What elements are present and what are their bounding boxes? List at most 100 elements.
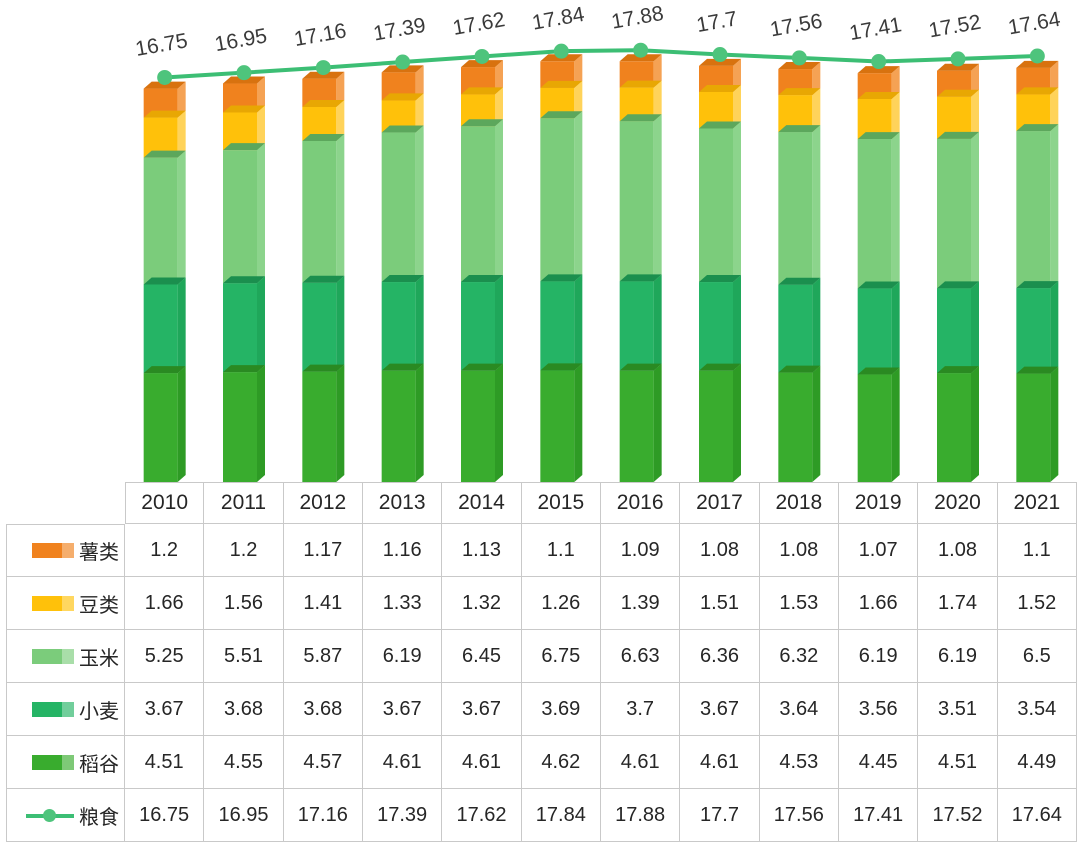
bar-segment-top [857, 91, 900, 99]
data-table: 2010 2011 2012 2013 2014 2015 2016 2017 2018 2019… [6, 482, 1077, 842]
value-cell: 3.7 [601, 683, 681, 736]
series-legend-cell: 稻谷 [6, 736, 125, 789]
bar-segment-side [653, 80, 662, 122]
bar-segment-top [778, 365, 821, 373]
bar-group [937, 63, 979, 482]
bar-segment-side [495, 87, 503, 127]
value-cell: 1.56 [204, 577, 284, 630]
bar-segment-side [653, 274, 662, 371]
value-cell: 6.19 [363, 630, 443, 683]
bar-segment-side [177, 81, 186, 118]
bar-segment-front [540, 281, 575, 371]
bar-group [778, 62, 821, 482]
bar-segment-top [223, 365, 265, 373]
bar-group [857, 66, 900, 482]
bar-group [381, 65, 424, 482]
value-cell: 1.08 [759, 524, 839, 577]
bar-segment-top [461, 275, 503, 283]
series-name-label: 豆类 [79, 594, 119, 617]
bar-segment-side [891, 132, 900, 289]
bar-segment-side [495, 275, 503, 371]
bar-segment-side [415, 275, 424, 371]
bar-segment-top [778, 62, 821, 70]
bar-segment-side [336, 364, 345, 482]
bar-segment-top [699, 58, 741, 66]
value-cell: 4.49 [997, 736, 1077, 789]
bar-segment-top [302, 275, 345, 283]
bar-segment-top [143, 366, 186, 374]
bar-segment-side [257, 105, 265, 151]
bar-segment-front [937, 96, 971, 139]
bar-segment-top [381, 363, 424, 371]
bar-segment-side [891, 367, 900, 482]
value-cell: 5.25 [125, 630, 205, 683]
series-color-swatch [32, 754, 74, 770]
bar-segment-side [336, 275, 345, 372]
bar-segment-side [495, 363, 503, 482]
value-cell: 1.17 [283, 524, 363, 577]
value-cell: 17.39 [363, 789, 443, 842]
bar-segment-front [619, 281, 654, 371]
value-cell: 17.16 [283, 789, 363, 842]
bar-segment-top [1016, 366, 1059, 374]
year-header-cell: 2014 [442, 482, 522, 524]
line-data-label: 16.95 [213, 24, 269, 56]
bar-segment-side [415, 65, 424, 101]
bar-segment-front [1016, 131, 1051, 289]
line-data-label: 17.41 [848, 13, 904, 45]
value-cell: 1.66 [125, 577, 205, 630]
value-cell: 5.51 [204, 630, 284, 683]
value-cell: 3.67 [680, 683, 760, 736]
value-cell: 6.36 [680, 630, 760, 683]
bar-segment-side [971, 63, 979, 97]
bar-segment-side [971, 89, 979, 139]
bar-segment-top [302, 99, 345, 107]
value-cell: 1.08 [918, 524, 998, 577]
value-cell: 6.19 [839, 630, 919, 683]
value-cell: 1.1 [521, 524, 601, 577]
bar-segment-side [177, 277, 186, 374]
bar-segment-front [461, 126, 495, 283]
bar-segment-front [223, 283, 257, 373]
bar-segment-side [971, 281, 979, 374]
bar-segment-top [381, 275, 424, 283]
bar-segment-side [336, 99, 345, 142]
bar-segment-top [302, 71, 345, 79]
stacked-bar-line-chart: 16.75 16.95 17.16 17.39 17.62 17.84 17.88 17.7 1… [134, 2, 1062, 482]
bar-segment-top [937, 131, 979, 139]
bar-segment-side [574, 363, 583, 482]
bar-segment-front [223, 150, 257, 284]
series-legend-cell: 粮食 [6, 789, 125, 842]
bar-segment-side [891, 91, 900, 140]
bar-segment-front [778, 284, 813, 373]
value-cell: 1.2 [204, 524, 284, 577]
line-series-swatch [26, 808, 74, 823]
line-data-label: 17.56 [768, 10, 824, 42]
bar-segment-side [1050, 366, 1059, 482]
value-cell: 3.56 [839, 683, 919, 736]
year-header-cell: 2019 [839, 482, 919, 524]
bar-segment-front [1016, 373, 1051, 482]
value-cell: 1.13 [442, 524, 522, 577]
bar-segment-front [1016, 288, 1051, 374]
year-header-cell: 2013 [363, 482, 443, 524]
series-name-label: 玉米 [79, 647, 119, 670]
bar-segment-top [857, 367, 900, 375]
bar-segment-top [619, 363, 662, 371]
value-cell: 6.5 [997, 630, 1077, 683]
bar-segment-side [574, 54, 583, 88]
bar-segment-front [540, 370, 575, 482]
bar-segment-front [381, 370, 416, 482]
bar-segment-front [699, 282, 733, 371]
value-cell: 4.51 [918, 736, 998, 789]
bar-segment-side [495, 119, 503, 283]
line-data-label: 17.16 [292, 19, 348, 51]
value-cell: 4.57 [283, 736, 363, 789]
bar-segment-top [937, 63, 979, 71]
bar-segment-side [733, 121, 741, 283]
bar-segment-top [937, 281, 979, 289]
year-header-cell: 2015 [521, 482, 601, 524]
bar-segment-top [699, 84, 741, 92]
value-cell: 6.32 [759, 630, 839, 683]
bar-segment-top [1016, 281, 1059, 289]
